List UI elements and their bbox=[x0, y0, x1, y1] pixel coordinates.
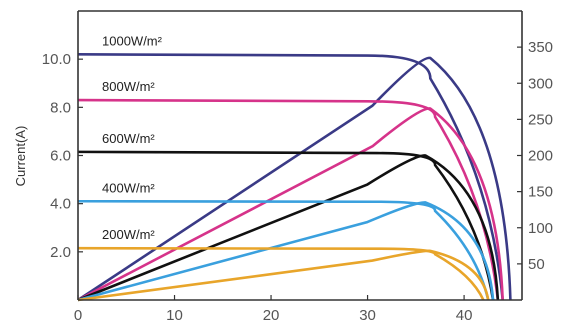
power-curve bbox=[77, 107, 504, 302]
power-curve bbox=[77, 249, 490, 302]
y-tick-label: 8.0 bbox=[50, 99, 71, 116]
current-curve bbox=[77, 199, 490, 301]
y2-tick-label: 150 bbox=[528, 184, 553, 201]
series-label: 200W/m² bbox=[102, 227, 155, 242]
x-tick-label: 30 bbox=[359, 307, 376, 324]
series-labels: 1000W/m² 800W/m² 600W/m² 400W/m² 200W/m² bbox=[102, 33, 163, 242]
series-label: 800W/m² bbox=[102, 79, 155, 94]
axis-ticks: 0 10 20 30 40 2.0 4.0 6.0 8.0 10.0 50 100 150 200 250 3… bbox=[42, 39, 553, 324]
current-curve bbox=[77, 98, 500, 301]
y-tick-label: 10.0 bbox=[42, 51, 71, 68]
power-curve bbox=[77, 154, 500, 302]
current-curve bbox=[77, 150, 495, 301]
y2-tick-label: 350 bbox=[528, 39, 553, 56]
x-tick-label: 20 bbox=[263, 307, 280, 324]
y-tick-label: 2.0 bbox=[50, 244, 71, 261]
y-tick-label: 4.0 bbox=[50, 196, 71, 213]
curves-layer bbox=[77, 53, 512, 302]
y2-tick-label: 200 bbox=[528, 148, 553, 165]
y2-tick-label: 50 bbox=[528, 256, 545, 273]
x-tick-label: 0 bbox=[74, 307, 82, 324]
current-curve bbox=[77, 53, 504, 301]
power-curve bbox=[77, 56, 512, 302]
x-tick-label: 10 bbox=[166, 307, 183, 324]
y2-tick-label: 100 bbox=[528, 220, 553, 237]
power-curve bbox=[77, 201, 495, 302]
y-axis-label: Current(A) bbox=[13, 126, 28, 187]
series-label: 1000W/m² bbox=[102, 33, 163, 48]
series-label: 400W/m² bbox=[102, 180, 155, 195]
current-curve bbox=[77, 246, 485, 301]
y-tick-label: 6.0 bbox=[50, 148, 71, 165]
y2-tick-label: 250 bbox=[528, 111, 553, 128]
y2-tick-label: 300 bbox=[528, 75, 553, 92]
x-tick-label: 40 bbox=[456, 307, 473, 324]
series-label: 600W/m² bbox=[102, 131, 155, 146]
